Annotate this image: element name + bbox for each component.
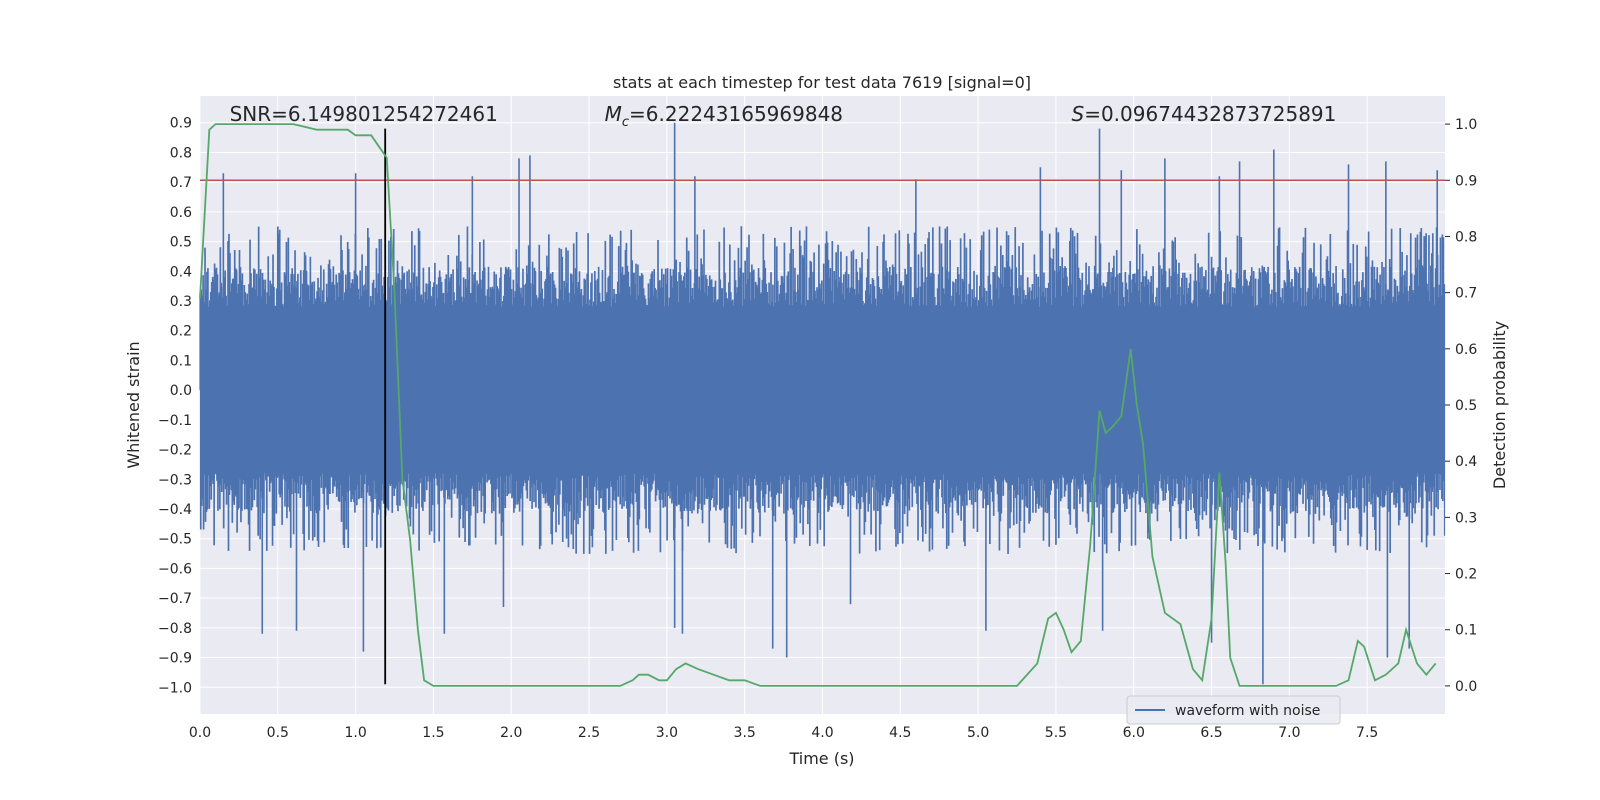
x-tick-label: 4.0 [811, 725, 833, 741]
y-tick-label: 0.8 [170, 145, 192, 161]
y-tick-label: 0.6 [170, 205, 192, 221]
y-tick-label: −0.7 [158, 591, 192, 607]
y-tick-label: 0.3 [170, 294, 192, 310]
x-tick-label: 7.5 [1356, 725, 1378, 741]
y2-tick-label: 0.4 [1455, 454, 1477, 470]
detection-probability-line [199, 123, 1437, 687]
y2-tick-label: 0.9 [1455, 173, 1477, 189]
y2-axis-title: Detection probability [1490, 321, 1509, 489]
annotations: SNR=6.149801254272461 Mc=6.22243165969848… [230, 102, 1337, 130]
stat-annotation: Mc=6.22243165969848 [605, 102, 843, 130]
stat-annotation: S=0.09674432873725891 [1072, 102, 1337, 126]
x-tick-label: 5.5 [1045, 725, 1067, 741]
x-tick-label: 3.5 [734, 725, 756, 741]
overlay-lines [199, 123, 1445, 687]
y-axis-left: 0.9 0.8 0.7 0.6 0.5 0.4 0.3 0.2 0.1 0.0 −0.1 −0.2 −0… [158, 116, 192, 697]
y-axis-title: Whitened strain [124, 341, 143, 468]
x-tick-label: 6.5 [1200, 725, 1222, 741]
y-tick-label: 0.4 [170, 264, 192, 280]
x-tick-label: 6.0 [1123, 725, 1145, 741]
x-tick-label: 4.5 [889, 725, 911, 741]
y2-tick-label: 0.6 [1455, 342, 1477, 358]
y-tick-label: −0.8 [158, 621, 192, 637]
chart-title: stats at each timestep for test data 761… [613, 73, 1031, 92]
x-axis-title: Time (s) [788, 749, 854, 768]
y2-tick-label: 0.2 [1455, 567, 1477, 583]
y-tick-label: 0.5 [170, 235, 192, 251]
y-tick-label: −0.1 [158, 413, 192, 429]
y-tick-label: −1.0 [158, 680, 192, 696]
x-tick-label: 7.0 [1278, 725, 1300, 741]
y-tick-label: −0.5 [158, 532, 192, 548]
y-tick-label: −0.9 [158, 651, 192, 667]
y-tick-label: 0.1 [170, 353, 192, 369]
legend-label-waveform: waveform with noise [1175, 703, 1320, 719]
x-tick-label: 3.0 [656, 725, 678, 741]
y-tick-label: −0.3 [158, 472, 192, 488]
y-tick-label: 0.0 [170, 383, 192, 399]
y2-tick-label: 0.3 [1455, 510, 1477, 526]
waveform-series [199, 122, 1446, 685]
legend: waveform with noise [1126, 695, 1341, 725]
y2-tick-label: 0.1 [1455, 623, 1477, 639]
x-tick-label: 0.5 [267, 725, 289, 741]
y2-tick-label: 1.0 [1455, 117, 1477, 133]
y-tick-label: 0.9 [170, 116, 192, 132]
y-tick-label: −0.4 [158, 502, 192, 518]
x-tick-label: 5.0 [967, 725, 989, 741]
y2-tick-label: 0.5 [1455, 398, 1477, 414]
stat-annotation: SNR=6.149801254272461 [230, 102, 498, 126]
x-axis: 0.0 0.5 1.0 1.5 2.0 2.5 3.0 3.5 4.0 4.5 5.0 5.5 6.0 6… [189, 725, 1378, 741]
waveform-noise-core [200, 306, 1445, 474]
y2-tick-label: 0.7 [1455, 286, 1477, 302]
legend-box [1126, 695, 1341, 725]
y2-tick-label: 0.0 [1455, 679, 1477, 695]
y-tick-label: 0.2 [170, 324, 192, 340]
y-axis-right: 1.0 0.9 0.8 0.7 0.6 0.5 0.4 0.3 0.2 0.1 0.0 [1445, 117, 1477, 695]
x-tick-label: 2.0 [500, 725, 522, 741]
y-tick-label: −0.6 [158, 561, 192, 577]
x-tick-label: 2.5 [578, 725, 600, 741]
y-tick-label: 0.7 [170, 175, 192, 191]
x-tick-label: 1.0 [344, 725, 366, 741]
x-tick-label: 1.5 [422, 725, 444, 741]
y2-tick-label: 0.8 [1455, 229, 1477, 245]
y-tick-label: −0.2 [158, 443, 192, 459]
x-tick-label: 0.0 [189, 725, 211, 741]
